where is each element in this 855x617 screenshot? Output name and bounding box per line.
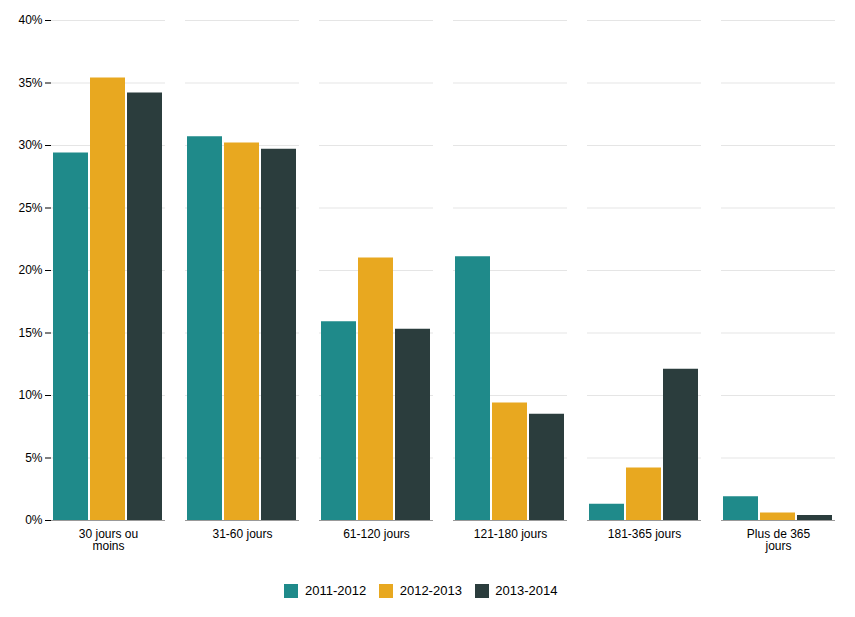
svg-text:0%: 0% bbox=[25, 513, 43, 527]
html-text:2011-2012: 2011-2012 bbox=[305, 583, 367, 598]
svg-text:30%: 30% bbox=[18, 138, 42, 152]
svg-text:10%: 10% bbox=[18, 388, 42, 402]
svg-text:Plus de 365jours: Plus de 365jours bbox=[747, 527, 811, 553]
svg-text:15%: 15% bbox=[18, 326, 42, 340]
svg-text:121-180 jours: 121-180 jours bbox=[474, 527, 547, 541]
svg-text:30 jours oumoins: 30 jours oumoins bbox=[79, 527, 138, 553]
svg-text:20%: 20% bbox=[18, 263, 42, 277]
svg-text:35%: 35% bbox=[18, 76, 42, 90]
html-text:2012-2013: 2012-2013 bbox=[399, 583, 462, 598]
svg-text:61-120 jours: 61-120 jours bbox=[343, 527, 410, 541]
svg-text:25%: 25% bbox=[18, 201, 42, 215]
svg-text:5%: 5% bbox=[25, 451, 43, 465]
svg-text:40%: 40% bbox=[18, 13, 42, 27]
html-text:2013-2014: 2013-2014 bbox=[495, 583, 558, 598]
svg-text:181-365 jours: 181-365 jours bbox=[608, 527, 681, 541]
svg-text:31-60 jours: 31-60 jours bbox=[212, 527, 272, 541]
